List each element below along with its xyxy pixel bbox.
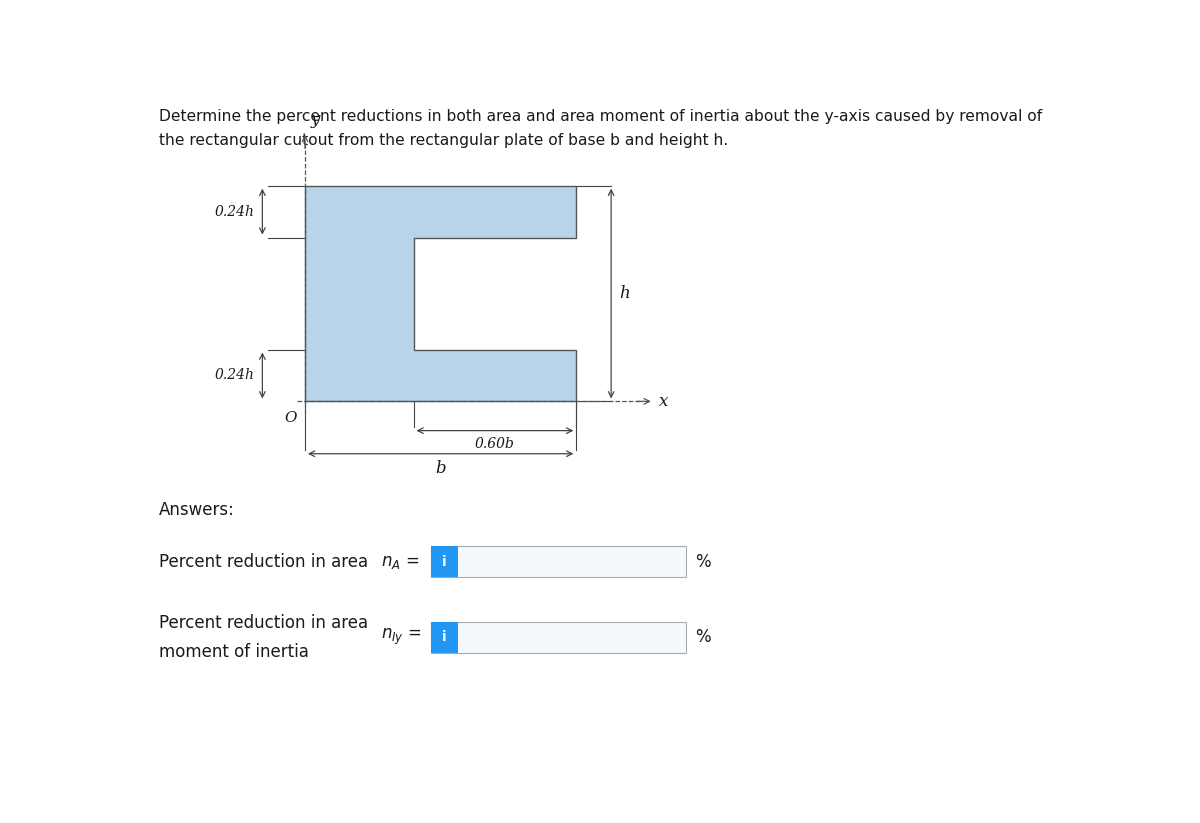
Text: i: i: [442, 555, 446, 569]
Bar: [431, 622, 458, 653]
Text: 0.24h: 0.24h: [215, 369, 254, 383]
Bar: [431, 622, 686, 653]
Bar: [431, 546, 458, 577]
Text: the rectangular cutout from the rectangular plate of base b and height h.: the rectangular cutout from the rectangu…: [160, 133, 728, 148]
Text: %: %: [696, 629, 712, 646]
Text: i: i: [442, 630, 446, 644]
Text: %: %: [696, 552, 712, 570]
Text: moment of inertia: moment of inertia: [160, 643, 310, 661]
Text: h: h: [619, 285, 630, 302]
Text: y: y: [311, 111, 319, 128]
Text: x: x: [659, 393, 668, 410]
Text: $n_A$ =: $n_A$ =: [380, 552, 419, 570]
Polygon shape: [305, 186, 576, 402]
Bar: [431, 546, 686, 577]
Text: Determine the percent reductions in both area and area moment of inertia about t: Determine the percent reductions in both…: [160, 109, 1043, 123]
Text: Percent reduction in area: Percent reduction in area: [160, 552, 368, 570]
Text: Answers:: Answers:: [160, 501, 235, 519]
Text: O: O: [284, 411, 298, 425]
Text: 0.60b: 0.60b: [475, 437, 515, 451]
Text: $n_{Iy}$ =: $n_{Iy}$ =: [380, 627, 421, 648]
Text: Percent reduction in area: Percent reduction in area: [160, 614, 368, 632]
Text: 0.24h: 0.24h: [215, 205, 254, 219]
Text: b: b: [436, 460, 446, 477]
